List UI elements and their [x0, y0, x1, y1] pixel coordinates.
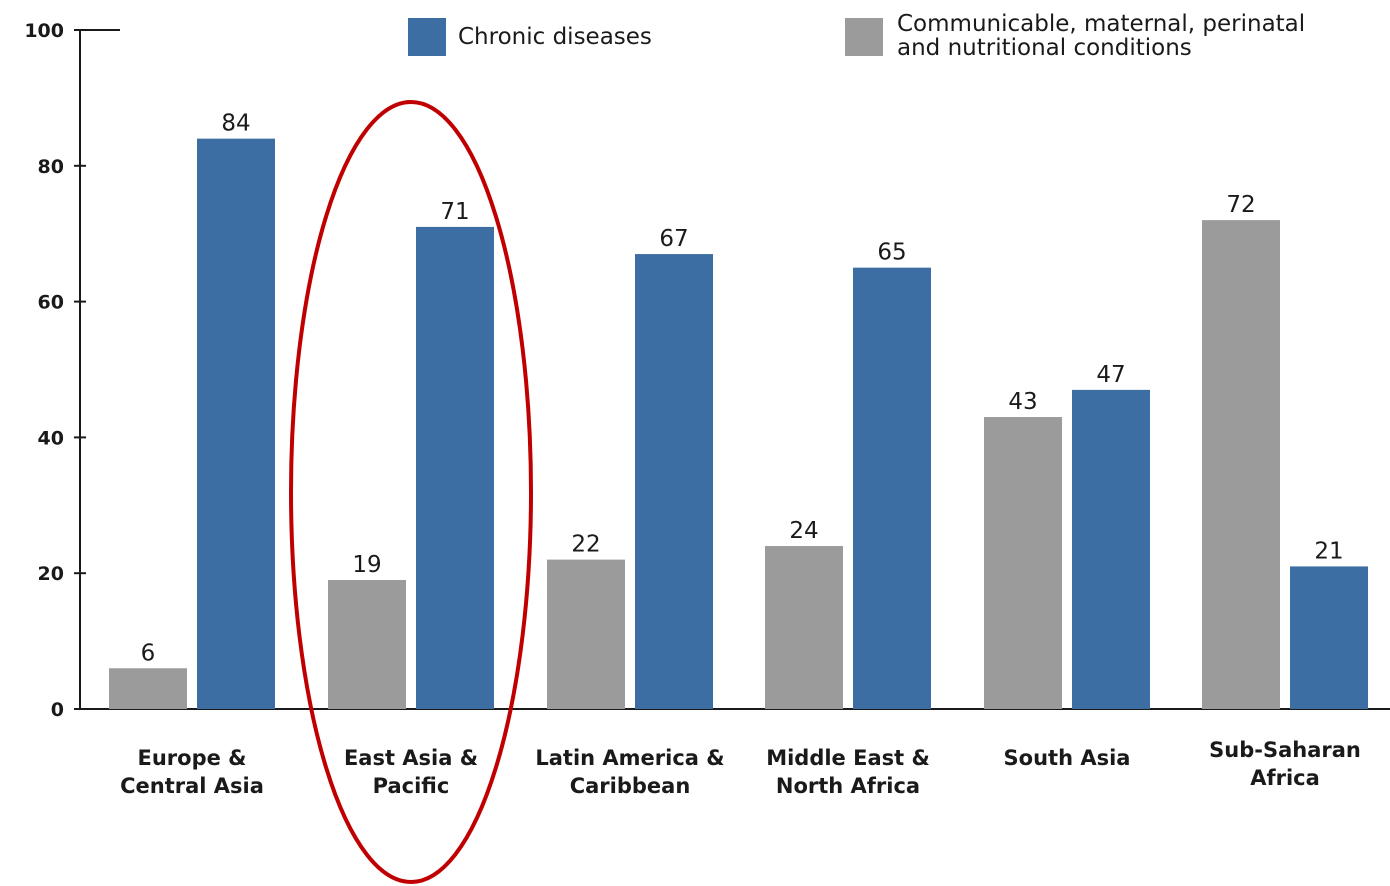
bar-series1-0 [197, 138, 275, 709]
legend-swatch-series0 [845, 18, 883, 56]
data-label-series1-1: 71 [440, 199, 469, 225]
bar-series0-2 [547, 559, 625, 709]
x-category-label: Sub-Saharan [1209, 738, 1361, 762]
data-label-series1-4: 47 [1096, 362, 1125, 388]
bar-series1-3 [853, 267, 931, 709]
y-tick-label-20: 20 [38, 563, 64, 585]
data-label-series1-0: 84 [221, 111, 250, 137]
bar-series1-5 [1290, 566, 1368, 709]
bar-series0-5 [1202, 220, 1280, 709]
data-label-series0-0: 6 [141, 640, 156, 666]
data-label-series1-2: 67 [659, 226, 688, 252]
data-label-series0-4: 43 [1008, 389, 1037, 415]
legend-label-series0: Communicable, maternal, perinatal [897, 11, 1305, 37]
bar-series0-1 [328, 579, 406, 709]
data-label-series0-2: 22 [571, 532, 600, 558]
bar-series0-3 [765, 546, 843, 709]
legend-label-series1: Chronic diseases [458, 24, 652, 50]
data-label-series1-5: 21 [1314, 538, 1343, 564]
data-label-series0-5: 72 [1226, 192, 1255, 218]
legend-label-series0: and nutritional conditions [897, 35, 1192, 61]
highlight-ellipse [289, 100, 533, 884]
legend-swatch-series1 [408, 18, 446, 56]
y-tick-label-80: 80 [38, 156, 64, 178]
x-category-label: Africa [1250, 766, 1320, 790]
y-tick-label-100: 100 [24, 20, 64, 42]
x-category-label: South Asia [1004, 746, 1131, 770]
x-category-label: East Asia & [344, 746, 478, 770]
data-label-series1-3: 65 [877, 240, 906, 266]
x-category-label: Middle East & [766, 746, 930, 770]
x-category-label: Europe & [138, 746, 247, 770]
y-tick-label-0: 0 [51, 699, 64, 721]
y-tick-label-40: 40 [38, 427, 64, 449]
x-category-label: Central Asia [120, 774, 264, 798]
y-tick-label-60: 60 [38, 292, 64, 314]
x-category-label: North Africa [776, 774, 920, 798]
bar-series1-1 [416, 226, 494, 709]
bar-series0-0 [109, 668, 187, 709]
bar-series0-4 [984, 417, 1062, 709]
data-label-series0-3: 24 [789, 518, 818, 544]
x-category-label: Latin America & [535, 746, 724, 770]
x-category-label: Caribbean [570, 774, 691, 798]
data-label-series0-1: 19 [352, 552, 381, 578]
x-category-label: Pacific [373, 774, 450, 798]
bar-series1-4 [1072, 389, 1150, 709]
bar-series1-2 [635, 254, 713, 709]
